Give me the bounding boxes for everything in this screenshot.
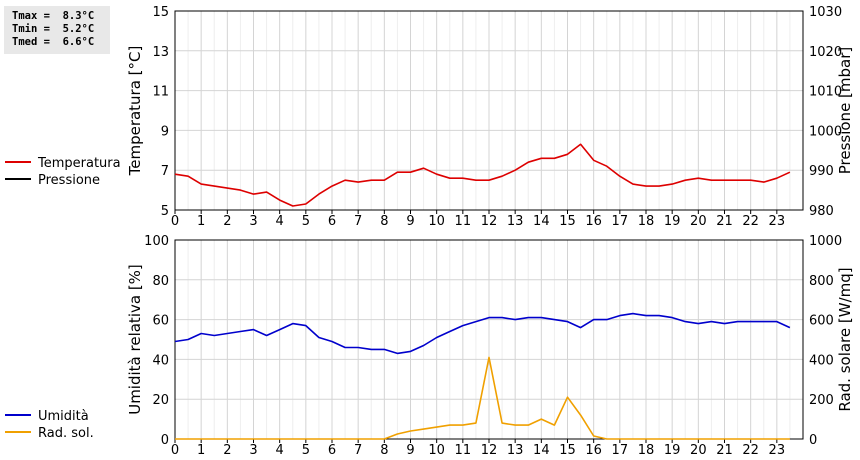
legend-label: Pressione [38,173,100,188]
x-tick-label: 6 [328,443,336,458]
x-tick-label: 2 [223,214,231,229]
y-tick-label-left: 80 [152,274,169,289]
x-tick-label: 20 [690,214,707,229]
y-tick-label-left: 7 [161,164,169,179]
x-tick-label: 21 [716,214,733,229]
x-tick-label: 17 [612,443,629,458]
x-tick-label: 12 [481,214,498,229]
y-tick-label-left: 9 [161,124,169,139]
x-tick-label: 22 [742,443,759,458]
x-tick-label: 7 [354,443,362,458]
stats-box: Tmax = 8.3°C Tmin = 5.2°C Tmed = 6.6°C [4,6,110,54]
x-tick-label: 19 [664,214,681,229]
x-tick-label: 23 [769,443,786,458]
x-tick-label: 0 [171,443,179,458]
x-tick-label: 11 [455,214,472,229]
y-tick-label-right: 1020 [809,45,842,60]
panel-top: 0 1 2 3 4 5 6 7 8 9 10 11 12 13 14 15 16 17 18 19 20 21 22 2357… [5,5,854,229]
x-tick-label: 13 [507,214,524,229]
y-tick-label-left: 15 [152,5,169,20]
y-tick-label-right: 1000 [809,124,842,139]
x-tick-label: 14 [533,214,550,229]
y-axis-label-right: Rad. solare [W/mq] [836,267,854,411]
y-tick-label-right: 600 [809,314,834,329]
x-tick-label: 5 [302,443,310,458]
x-tick-label: 4 [276,443,284,458]
x-tick-label: 6 [328,214,336,229]
x-tick-label: 17 [612,214,629,229]
y-tick-label-right: 1030 [809,5,842,20]
plot-frame [174,10,804,211]
x-tick-label: 13 [507,443,524,458]
tmax-text: Tmax = 8.3°C [12,10,95,22]
plot-frame [174,239,804,440]
x-tick-label: 18 [638,443,655,458]
x-tick-label: 3 [249,214,257,229]
x-tick-label: 11 [455,443,472,458]
legend-label: Temperatura [37,156,121,171]
tmed-text: Tmed = 6.6°C [12,36,95,48]
x-tick-label: 14 [533,443,550,458]
y-tick-label-left: 0 [161,433,169,448]
y-axis-label-left: Temperatura [°C] [126,46,144,177]
x-tick-label: 3 [249,443,257,458]
tmin-text: Tmin = 5.2°C [12,23,95,35]
x-tick-label: 12 [481,443,498,458]
y-tick-label-right: 980 [809,204,834,219]
y-tick-label-left: 40 [152,353,169,368]
y-axis-label-left: Umidità relativa [%] [126,264,144,415]
x-tick-label: 8 [380,214,388,229]
x-tick-label: 15 [559,443,576,458]
x-tick-label: 10 [428,214,445,229]
x-tick-label: 23 [769,214,786,229]
x-tick-label: 1 [197,443,205,458]
y-tick-label-right: 400 [809,353,834,368]
y-tick-label-right: 990 [809,164,834,179]
x-tick-label: 7 [354,214,362,229]
x-tick-label: 19 [664,443,681,458]
x-tick-label: 22 [742,214,759,229]
x-tick-label: 2 [223,443,231,458]
y-tick-label-left: 100 [144,234,169,249]
x-tick-label: 15 [559,214,576,229]
y-tick-label-left: 13 [152,45,169,60]
x-tick-label: 20 [690,443,707,458]
y-tick-label-left: 5 [161,204,169,219]
y-axis-label-right: Pressione [mbar] [836,47,854,175]
x-tick-label: 16 [585,443,602,458]
series-line-top-0 [174,143,791,207]
x-tick-label: 16 [585,214,602,229]
x-tick-label: 21 [716,443,733,458]
x-tick-label: 5 [302,214,310,229]
y-tick-label-right: 1000 [809,234,842,249]
legend-label: Rad. sol. [38,426,94,441]
x-tick-label: 10 [428,443,445,458]
x-tick-label: 1 [197,214,205,229]
y-tick-label-left: 20 [152,393,169,408]
y-tick-label-right: 1010 [809,85,842,100]
y-tick-label-right: 0 [809,433,817,448]
x-tick-label: 18 [638,214,655,229]
y-tick-label-left: 60 [152,314,169,329]
panel-bottom: 0 1 2 3 4 5 6 7 8 9 10 11 12 13 14 15 16 17 18 19 20 21 22 2302… [5,234,854,458]
x-tick-label: 4 [276,214,284,229]
series-line-bottom-0 [174,312,791,355]
y-tick-label-right: 200 [809,393,834,408]
x-tick-label: 0 [171,214,179,229]
y-tick-label-right: 800 [809,274,834,289]
x-tick-label: 9 [406,214,414,229]
x-tick-label: 8 [380,443,388,458]
series-line-bottom-1 [175,356,790,440]
y-tick-label-left: 11 [152,85,169,100]
legend-label: Umidità [38,409,89,424]
x-tick-label: 9 [406,443,414,458]
